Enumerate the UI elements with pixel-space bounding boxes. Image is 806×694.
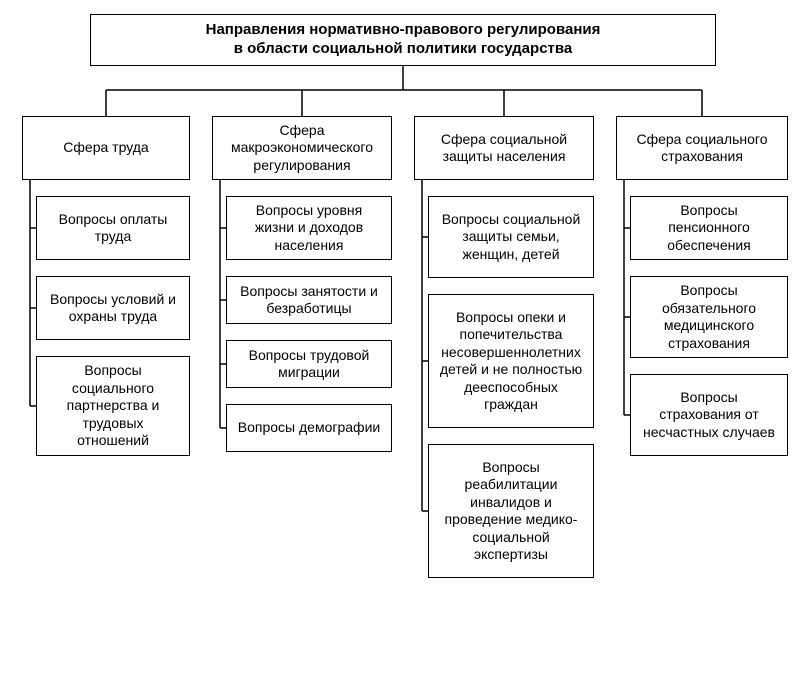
- title-line2: в области социальной политики государств…: [234, 40, 573, 57]
- category-header: Сфера социальной защиты населения: [414, 116, 594, 180]
- category-item: Вопросы обязательного медицинского страх…: [630, 276, 788, 358]
- category-item: Вопросы опеки и попечительства несоверше…: [428, 294, 594, 428]
- category-item: Вопросы занятости и безработицы: [226, 276, 392, 324]
- category-item: Вопросы условий и охраны труда: [36, 276, 190, 340]
- category-item: Вопросы трудовой миграции: [226, 340, 392, 388]
- category-header: Сфера макроэкономического регулирования: [212, 116, 392, 180]
- category-item: Вопросы демографии: [226, 404, 392, 452]
- title-line1: Направления нормативно-правового регулир…: [206, 21, 601, 38]
- category-item: Вопросы пенсионного обеспечения: [630, 196, 788, 260]
- category-item: Вопросы реабилитации инвалидов и проведе…: [428, 444, 594, 578]
- category-item: Вопросы уровня жизни и доходов населения: [226, 196, 392, 260]
- category-header: Сфера труда: [22, 116, 190, 180]
- diagram-title: Направления нормативно-правового регулир…: [90, 14, 716, 66]
- category-item: Вопросы оплаты труда: [36, 196, 190, 260]
- category-header: Сфера социального страхования: [616, 116, 788, 180]
- category-item: Вопросы социальной защиты семьи, женщин,…: [428, 196, 594, 278]
- category-item: Вопросы социального партнерства и трудов…: [36, 356, 190, 456]
- category-item: Вопросы страхования от несчастных случае…: [630, 374, 788, 456]
